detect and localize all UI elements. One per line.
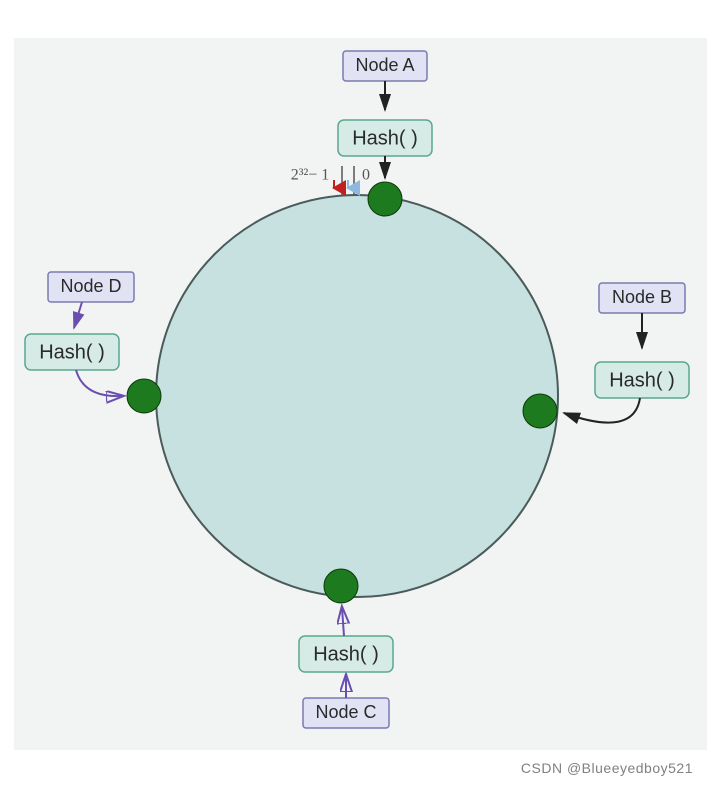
tick-label-max: 2³²− 1 (291, 167, 330, 184)
diagram-svg: 2³²− 1 0 Node A Hash( ) Node B Hash( ) N… (14, 38, 707, 750)
node-c-label: Node C (315, 702, 376, 722)
node-d-label: Node D (60, 276, 121, 296)
ring-node-b (523, 394, 557, 428)
hash-b-label: Hash( ) (609, 369, 675, 391)
arrow-d-hash-ring (76, 370, 122, 396)
node-a-label: Node A (355, 55, 414, 75)
ring-node-d (127, 379, 161, 413)
tick-label-zero: 0 (362, 167, 370, 184)
hash-c-label: Hash( ) (313, 643, 379, 665)
diagram-canvas: 2³²− 1 0 Node A Hash( ) Node B Hash( ) N… (14, 38, 707, 750)
hash-d-label: Hash( ) (39, 341, 105, 363)
ring-node-c (324, 569, 358, 603)
arrow-b-hash-ring (564, 398, 640, 423)
watermark-text: CSDN @Blueeyedboy521 (521, 760, 693, 776)
node-b-label: Node B (612, 287, 672, 307)
hash-ring (156, 195, 558, 597)
arrow-c-hash-ring (342, 608, 344, 636)
ring-node-a (368, 182, 402, 216)
hash-a-label: Hash( ) (352, 127, 418, 149)
arrow-d-node-hash (74, 302, 82, 328)
